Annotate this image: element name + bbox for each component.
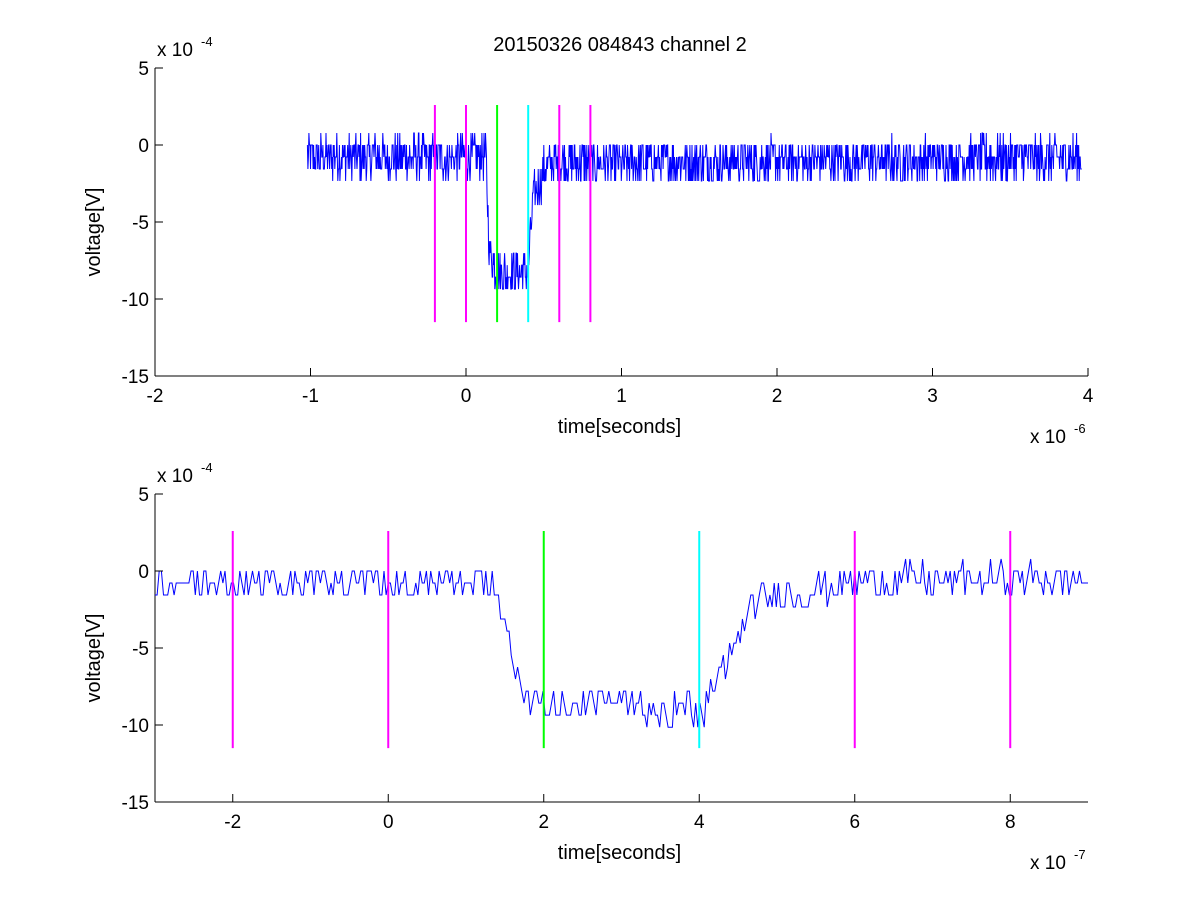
- top-axes: -2 -1 0 1 2 3 4-15-10-505time[seconds]voltage[…: [83, 34, 1094, 448]
- x-tick-label: 4: [694, 812, 705, 833]
- x-tick-label: -1: [302, 386, 319, 407]
- x-tick-label: 8: [1005, 812, 1016, 833]
- y-tick-label: 5: [138, 485, 149, 506]
- y-axis-label: voltage[V]: [83, 614, 105, 703]
- x-tick-label: -2: [224, 812, 241, 833]
- y-exponent-label: x 10: [157, 466, 193, 487]
- y-tick-label: 0: [138, 136, 149, 157]
- x-tick-label: 6: [849, 812, 860, 833]
- y-exponent-power: -4: [201, 34, 213, 49]
- y-tick-label: -5: [132, 213, 149, 234]
- x-exponent-label: x 10: [1030, 427, 1066, 448]
- y-tick-label: 0: [138, 562, 149, 583]
- x-tick-label: 2: [772, 386, 783, 407]
- x-exponent-power: -7: [1074, 847, 1086, 862]
- x-tick-label: 0: [461, 386, 472, 407]
- y-tick-label: -10: [122, 716, 149, 737]
- y-tick-label: -5: [132, 639, 149, 660]
- y-exponent-power: -4: [201, 460, 213, 475]
- x-tick-label: 2: [538, 812, 549, 833]
- voltage-trace-line: [155, 558, 1088, 728]
- y-tick-label: 5: [138, 59, 149, 80]
- x-tick-label: 3: [927, 386, 938, 407]
- x-tick-label: 4: [1083, 386, 1094, 407]
- voltage-trace-line: [306, 132, 1082, 290]
- x-exponent-label: x 10: [1030, 853, 1066, 874]
- figure-title: 20150326 084843 channel 2: [493, 34, 747, 56]
- x-axis-label: time[seconds]: [558, 416, 681, 438]
- x-axis-label: time[seconds]: [558, 842, 681, 864]
- y-tick-label: -15: [122, 367, 149, 388]
- x-exponent-power: -6: [1074, 421, 1086, 436]
- y-axis-label: voltage[V]: [83, 188, 105, 277]
- y-tick-label: -10: [122, 290, 149, 311]
- x-tick-label: 0: [383, 812, 394, 833]
- y-tick-label: -15: [122, 793, 149, 814]
- x-tick-label: -2: [147, 386, 164, 407]
- x-tick-label: 1: [616, 386, 627, 407]
- y-exponent-label: x 10: [157, 40, 193, 61]
- bottom-axes: -2 0 2 4 6 8 -15 -10 -5 0 5 time[seconds] voltage[V]…: [83, 460, 1088, 874]
